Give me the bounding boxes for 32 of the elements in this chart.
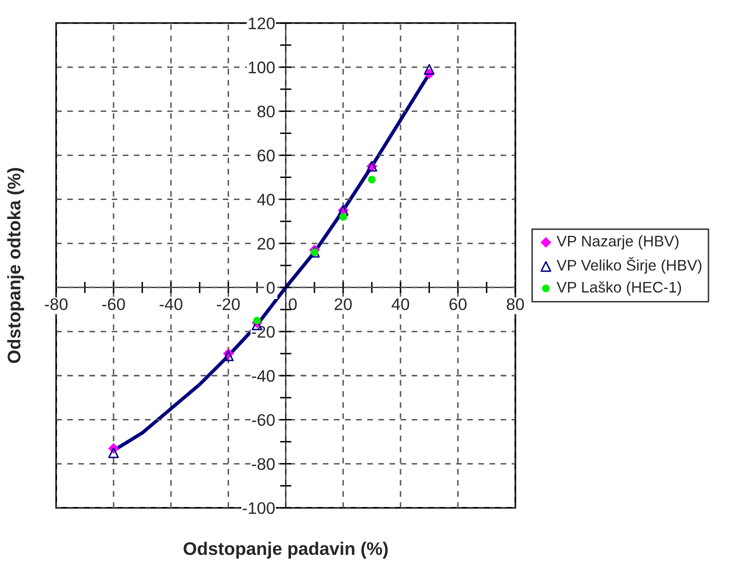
x-tick-label: -40	[160, 298, 182, 310]
x-tick-label: -20	[217, 298, 240, 310]
y-axis-title: Odstopanje odtoka (%)	[7, 168, 24, 364]
y-tick-label: 100	[248, 62, 275, 74]
point	[108, 447, 119, 458]
legend-label: VP Nazarje (HBV)	[556, 235, 678, 250]
y-tick-label: -40	[252, 370, 275, 382]
legend-label: VP Veliko Širje (HBV)	[556, 257, 702, 274]
point	[253, 316, 261, 324]
x-tick-label: -60	[102, 298, 125, 310]
x-tick-label: 0	[288, 298, 297, 310]
y-tick-label: 40	[257, 194, 275, 206]
point	[424, 64, 435, 75]
x-tick-label: -80	[44, 298, 68, 310]
x-tick-label: 20	[334, 298, 352, 310]
point	[339, 213, 347, 221]
y-tick-label: 120	[248, 17, 275, 30]
point	[368, 176, 376, 184]
y-tick-label: 60	[258, 150, 275, 162]
y-tick-label: 80	[258, 106, 275, 118]
x-tick-label: 40	[392, 298, 410, 310]
point	[223, 350, 234, 362]
y-tick-label: -20	[252, 326, 275, 338]
x-tick-label: 80	[506, 298, 524, 310]
y-tick-label: -80	[252, 458, 275, 470]
legend-label: VP Laško (HEC-1)	[556, 281, 682, 296]
x-tick-label: 60	[450, 298, 467, 310]
y-tick-label: -60	[252, 414, 275, 426]
y-tick-label: -100	[242, 502, 275, 514]
x-axis-title: Odstopanje padavin (%)	[184, 542, 388, 559]
y-tick-label: 20	[258, 238, 275, 250]
y-tick-label: 0	[266, 282, 275, 294]
